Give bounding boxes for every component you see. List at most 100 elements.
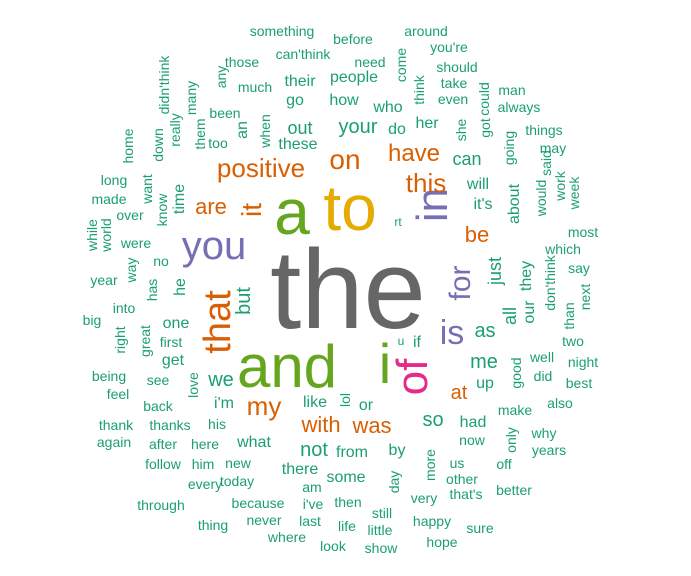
word-he: he xyxy=(172,278,189,296)
word-even: even xyxy=(437,91,469,107)
word-and: and xyxy=(236,333,338,400)
word-where: where xyxy=(267,529,307,545)
word-take: take xyxy=(440,75,468,91)
word-today: today xyxy=(219,473,255,489)
word-make: make xyxy=(497,402,533,418)
word-well: well xyxy=(529,349,555,365)
word-may: may xyxy=(539,140,567,156)
word-can: can xyxy=(452,149,482,169)
word-that: that xyxy=(197,290,239,354)
word-how: how xyxy=(329,92,359,109)
word-our: our xyxy=(521,300,538,324)
word-she: she xyxy=(453,118,469,142)
word-now: now xyxy=(459,432,485,448)
word-after: after xyxy=(148,436,178,452)
word-home: home xyxy=(120,128,136,164)
word-hope: hope xyxy=(426,534,458,550)
word-up: up xyxy=(476,375,494,392)
word-always: always xyxy=(497,99,541,115)
word-every: every xyxy=(187,476,223,492)
word-something: something xyxy=(249,23,315,39)
word-by: by xyxy=(388,442,406,459)
word-better: better xyxy=(496,482,532,498)
word-happy: happy xyxy=(412,513,452,529)
word-last: last xyxy=(299,513,321,529)
word-when: when xyxy=(257,114,273,148)
word-very: very xyxy=(410,490,438,506)
word-with: with xyxy=(301,412,341,437)
word-big: big xyxy=(82,312,102,328)
word-don-think: don'think xyxy=(542,255,558,311)
word-only: only xyxy=(503,427,519,453)
word-back: back xyxy=(143,398,173,414)
word-a: a xyxy=(274,176,310,248)
word-again: again xyxy=(96,434,132,450)
word-know: know xyxy=(154,193,170,227)
word-who: who xyxy=(373,99,403,116)
word-so: so xyxy=(422,409,444,431)
word-through: through xyxy=(137,497,185,513)
word-while: while xyxy=(84,219,100,251)
word-can-think: can'think xyxy=(275,46,331,62)
word-things: things xyxy=(525,122,563,138)
word-never: never xyxy=(246,512,282,528)
word-off: off xyxy=(496,456,512,472)
word-want: want xyxy=(139,174,155,204)
word-go: go xyxy=(286,92,304,109)
word-little: little xyxy=(367,522,393,538)
word-to: to xyxy=(323,172,377,244)
word-what: what xyxy=(237,434,271,451)
word-didn-think: didn'think xyxy=(156,55,172,115)
word-too: too xyxy=(208,135,228,151)
word-not: not xyxy=(300,439,328,461)
word-your: your xyxy=(338,116,378,138)
word-many: many xyxy=(183,80,199,116)
word-why: why xyxy=(531,425,557,441)
word-just: just xyxy=(485,256,505,286)
word-but: but xyxy=(233,287,255,315)
word-me: me xyxy=(470,351,498,373)
word-thanks: thanks xyxy=(149,417,191,433)
word-those: those xyxy=(224,54,260,70)
word-good: good xyxy=(508,357,524,389)
word-his: his xyxy=(208,416,226,432)
word-years: years xyxy=(531,442,567,458)
word-you-re: you're xyxy=(430,39,468,55)
word-over: over xyxy=(116,207,144,223)
word-work: work xyxy=(552,171,568,201)
word-right: right xyxy=(112,326,128,354)
word-have: have xyxy=(387,140,441,167)
word-that-s: that's xyxy=(449,486,483,502)
word-more: more xyxy=(422,449,438,481)
word-follow: follow xyxy=(145,456,181,472)
word-an: an xyxy=(234,121,251,139)
word-man: man xyxy=(498,82,526,98)
word-all: all xyxy=(500,306,520,326)
word-need: need xyxy=(354,54,386,70)
word-be: be xyxy=(464,222,490,247)
word-say: say xyxy=(568,260,590,276)
word-show: show xyxy=(364,540,398,556)
word-will: will xyxy=(466,176,490,193)
word-do: do xyxy=(388,121,406,138)
word-are: are xyxy=(195,194,227,219)
word-come: come xyxy=(393,47,409,83)
word-also: also xyxy=(547,395,573,411)
word-people: people xyxy=(329,69,379,86)
word-night: night xyxy=(567,354,599,370)
word-great: great xyxy=(137,325,153,357)
word-they: they xyxy=(518,260,535,292)
word-we: we xyxy=(208,369,234,391)
word-long: long xyxy=(100,172,128,188)
word-am: am xyxy=(302,479,322,495)
word-got: got xyxy=(477,118,493,138)
word-life: life xyxy=(338,518,356,534)
word-i-m: i'm xyxy=(214,395,234,412)
word-week: week xyxy=(566,176,582,210)
word-it-s: it's xyxy=(473,196,493,213)
word-one: one xyxy=(162,315,190,332)
word-has: has xyxy=(144,278,160,302)
word-because: because xyxy=(231,495,285,511)
word-about: about xyxy=(506,183,523,225)
word-like: like xyxy=(302,394,328,411)
